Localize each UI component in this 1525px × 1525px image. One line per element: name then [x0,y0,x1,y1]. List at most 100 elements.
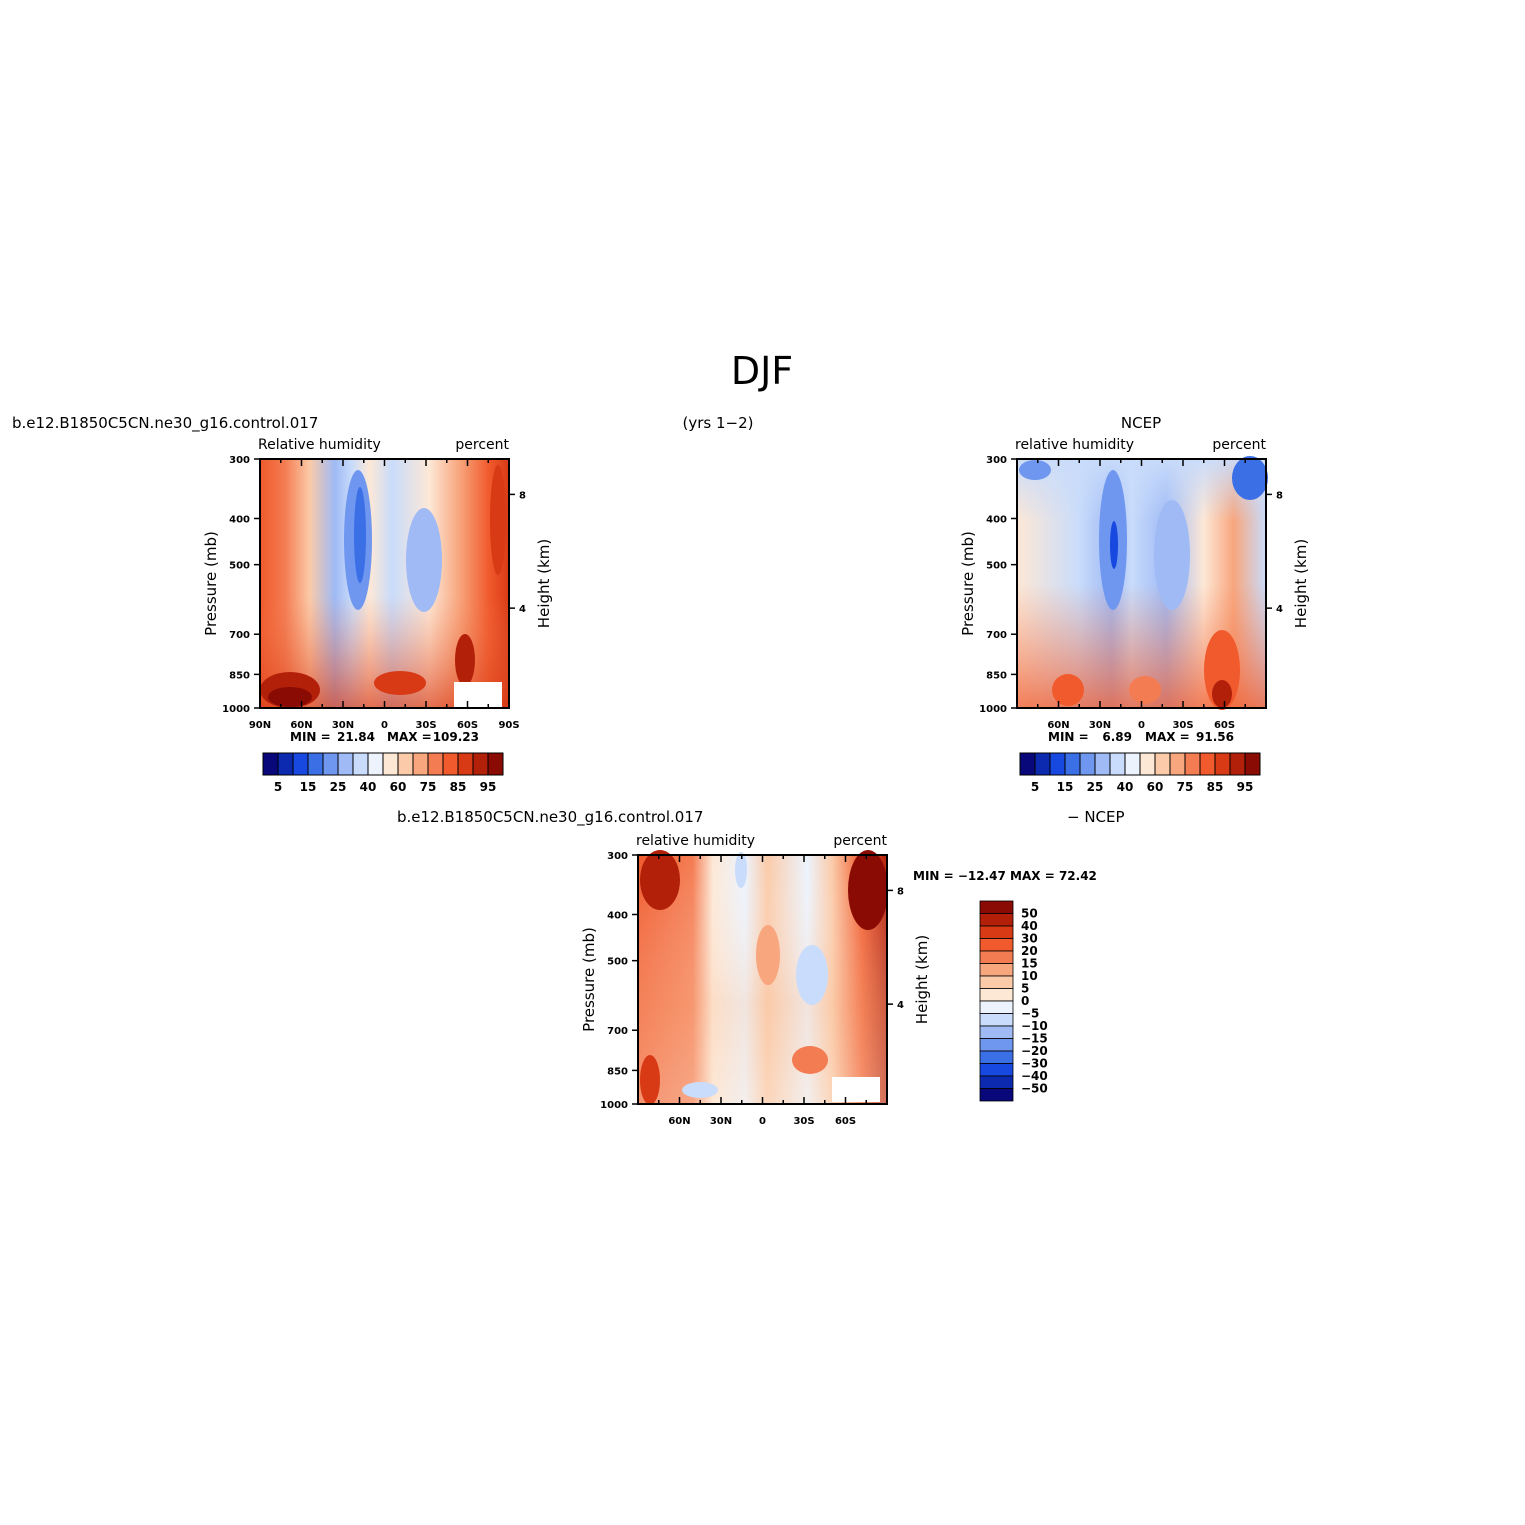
model-case-label: b.e12.B1850C5CN.ne30_g16.control.017 [12,414,318,433]
colorbar-label: 85 [1207,780,1224,794]
colorbar-swatch [487,752,504,776]
colorbar-swatch [262,752,279,776]
colorbar-label: 15 [1057,780,1074,794]
lat-tick-label: 30N [710,1116,732,1127]
colorbar-swatch [457,752,474,776]
pressure-tick-label: 1000 [979,704,1007,715]
obs-axes: 300 400 500 700 850 1000 8 4 60N 30N 0 30S 60S Pressu… [959,455,1310,731]
lat-tick-label: 0 [1138,720,1145,731]
colorbar-label: 20 [1021,944,1038,958]
model-left-title: Relative humidity [258,437,381,453]
obs-max-value: 91.56 [1196,730,1234,744]
pressure-tick-label: 700 [986,630,1007,641]
pressure-tick-label: 850 [607,1066,628,1077]
lat-tick-label: 30S [1172,720,1193,731]
height-tick-label: 4 [1276,604,1283,615]
colorbar-label: 40 [1021,919,1038,933]
colorbar-label: −40 [1021,1069,1048,1083]
lat-tick-label: 60N [668,1116,690,1127]
colorbar-swatch [1139,752,1156,776]
colorbar-swatch [1034,752,1051,776]
diff-right-title: percent [833,833,887,849]
y-axis-label-height: Height (km) [913,935,931,1024]
colorbar-label: −30 [1021,1057,1048,1071]
obs-colorbar: 5 15 25 40 60 75 85 95 [1019,752,1261,794]
figure-title: DJF [731,349,793,393]
colorbar-label: 0 [1021,994,1029,1008]
colorbar-label: 95 [480,780,497,794]
colorbar-swatch [1124,752,1141,776]
obs-min-label: MIN = [1048,730,1089,744]
pressure-tick-label: 1000 [222,704,250,715]
pressure-tick-label: 400 [607,910,628,921]
y-axis-label-pressure: Pressure (mb) [202,531,220,636]
colorbar-swatch [979,900,1014,914]
height-tick-label: 4 [897,1000,904,1011]
colorbar-label: −10 [1021,1019,1048,1033]
colorbar-swatch [979,1075,1014,1089]
diff-case-label-right: − NCEP [1067,808,1125,826]
colorbar-swatch [979,913,1014,927]
y-axis-label-height: Height (km) [1292,539,1310,628]
lat-tick-label: 90S [498,720,519,731]
colorbar-swatch [1109,752,1126,776]
colorbar-swatch [1064,752,1081,776]
colorbar-label: 75 [420,780,437,794]
colorbar-swatch [979,1000,1014,1014]
colorbar-label: 75 [1177,780,1194,794]
colorbar-swatch [412,752,429,776]
colorbar-label: 60 [390,780,407,794]
model-right-title: percent [455,437,509,453]
colorbar-swatch [979,1050,1014,1064]
pressure-tick-label: 400 [986,514,1007,525]
colorbar-label: 50 [1021,907,1038,921]
colorbar-swatch [1079,752,1096,776]
lat-tick-label: 60S [835,1116,856,1127]
lat-tick-label: 60N [290,720,312,731]
height-tick-label: 8 [1276,490,1283,501]
lat-tick-label: 30N [1089,720,1111,731]
y-axis-label-pressure: Pressure (mb) [959,531,977,636]
colorbar-label: −50 [1021,1082,1048,1096]
lat-tick-label: 60S [1214,720,1235,731]
diff-panel: b.e12.B1850C5CN.ne30_g16.control.017 − N… [397,808,1125,1127]
colorbar-swatch [979,950,1014,964]
figure-subtitle: (yrs 1−2) [683,414,754,432]
model-max-value: 109.23 [433,730,479,744]
colorbar-swatch [1019,752,1036,776]
colorbar-swatch [1229,752,1246,776]
colorbar-swatch [979,963,1014,977]
lat-tick-label: 60S [457,720,478,731]
lat-tick-label: 30N [332,720,354,731]
model-colorbar: 5 15 25 40 60 75 85 95 [262,752,504,794]
colorbar-label: 40 [1117,780,1134,794]
model-axes: 300 400 500 700 850 1000 8 4 90N 60N 30N 0 30S 60S 90S… [202,455,553,731]
diff-contour-field [638,850,888,1105]
model-min-value: 21.84 [337,730,375,744]
colorbar-label: 95 [1237,780,1254,794]
obs-case-label: NCEP [1121,414,1161,432]
pressure-tick-label: 400 [229,514,250,525]
pressure-tick-label: 300 [986,455,1007,466]
colorbar-swatch [442,752,459,776]
colorbar-label: −20 [1021,1044,1048,1058]
pressure-tick-label: 850 [986,670,1007,681]
colorbar-label: −5 [1021,1007,1039,1021]
pressure-tick-label: 700 [229,630,250,641]
colorbar-swatch [979,1088,1014,1102]
colorbar-label: 15 [1021,957,1038,971]
colorbar-label: 85 [450,780,467,794]
colorbar-label: 10 [1021,969,1038,983]
colorbar-label: 5 [274,780,282,794]
obs-left-title: relative humidity [1015,437,1134,453]
colorbar-label: −15 [1021,1032,1048,1046]
diff-axes: 300 400 500 700 850 1000 8 4 60N 30N 0 30S 60S Pressu… [580,851,931,1127]
colorbar-swatch [1199,752,1216,776]
colorbar-swatch [352,752,369,776]
colorbar-swatch [427,752,444,776]
obs-contour-field [1017,456,1268,710]
pressure-tick-label: 1000 [600,1100,628,1111]
y-axis-label-pressure: Pressure (mb) [580,927,598,1032]
